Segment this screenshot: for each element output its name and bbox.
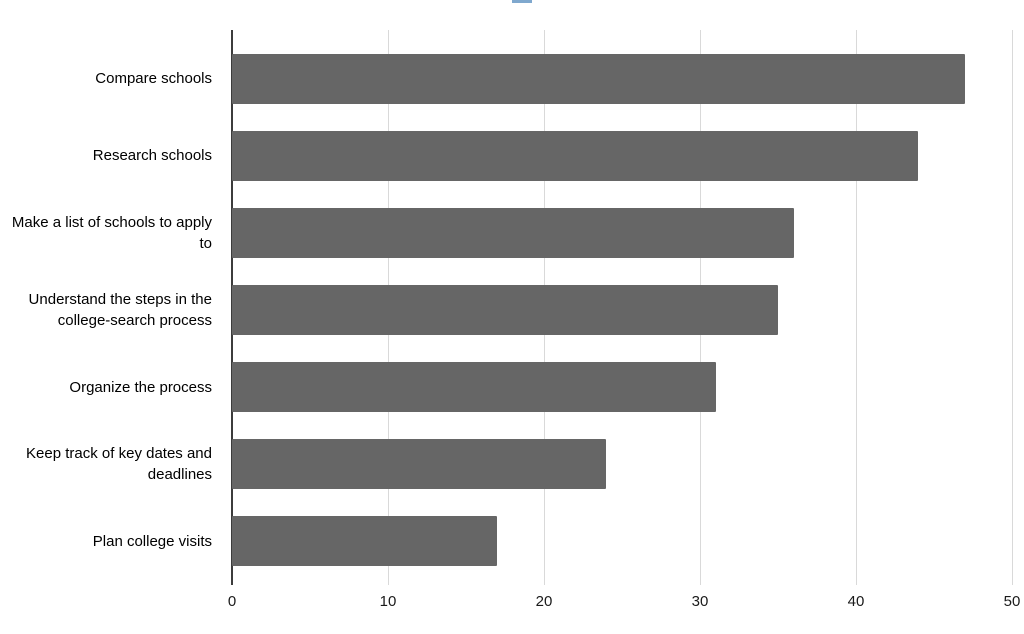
category-row: Organize the process [0,349,222,426]
bar[interactable] [232,130,919,181]
bar[interactable] [232,53,966,104]
x-tick-label: 30 [691,593,709,610]
category-row: Understand the steps in the college-sear… [0,271,222,348]
gridline [1012,30,1013,585]
bar[interactable] [232,439,607,490]
x-tick-label: 10 [379,593,397,610]
bar[interactable] [232,362,716,413]
category-row: Compare schools [0,40,222,117]
category-row: Research schools [0,117,222,194]
x-tick-label: 0 [227,593,237,610]
value-axis: 0 10 20 30 40 50 [228,593,1021,615]
category-label: Understand the steps in the college-sear… [28,290,212,329]
category-row: Make a list of schools to apply to [0,194,222,271]
category-label: Organize the process [69,378,212,396]
category-row: Plan college visits [0,503,222,580]
category-label: Plan college visits [92,532,212,550]
x-tick-label: 20 [535,593,553,610]
x-tick-label: 40 [847,593,865,610]
category-label: Compare schools [95,70,212,88]
gridline [856,30,857,585]
x-tick-label: 50 [1003,593,1021,610]
legend-swatch-cropped [512,0,532,3]
category-label: Keep track of key dates and deadlines [26,445,212,484]
bar[interactable] [232,516,498,567]
bar[interactable] [232,207,794,258]
bar[interactable] [232,285,778,335]
category-label: Make a list of schools to apply to [11,213,212,252]
category-label: Research schools [92,147,212,165]
category-row: Keep track of key dates and deadlines [0,426,222,503]
plot-area [232,40,1012,580]
category-axis: Compare schools Research schools Make a li… [0,40,222,580]
